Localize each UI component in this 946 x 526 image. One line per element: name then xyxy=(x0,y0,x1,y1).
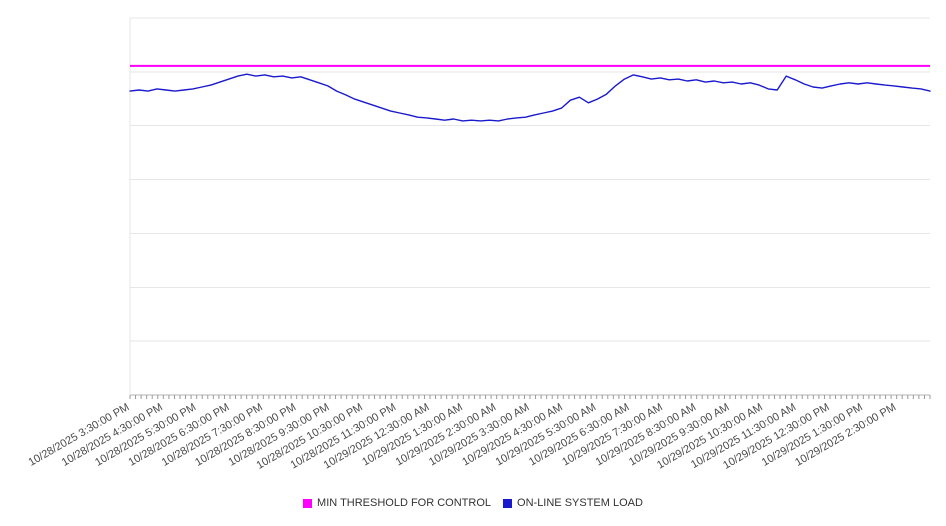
min-threshold-swatch-icon xyxy=(303,498,313,508)
chart-legend: MIN THRESHOLD FOR CONTROL ON-LINE SYSTEM… xyxy=(0,497,946,509)
online-system-load-swatch-icon xyxy=(503,498,513,508)
legend-item-min-threshold[interactable]: MIN THRESHOLD FOR CONTROL xyxy=(303,497,491,509)
legend-label-online-system-load: ON-LINE SYSTEM LOAD xyxy=(517,497,643,509)
legend-label-min-threshold: MIN THRESHOLD FOR CONTROL xyxy=(317,497,492,509)
legend-item-online-system-load[interactable]: ON-LINE SYSTEM LOAD xyxy=(503,497,643,509)
